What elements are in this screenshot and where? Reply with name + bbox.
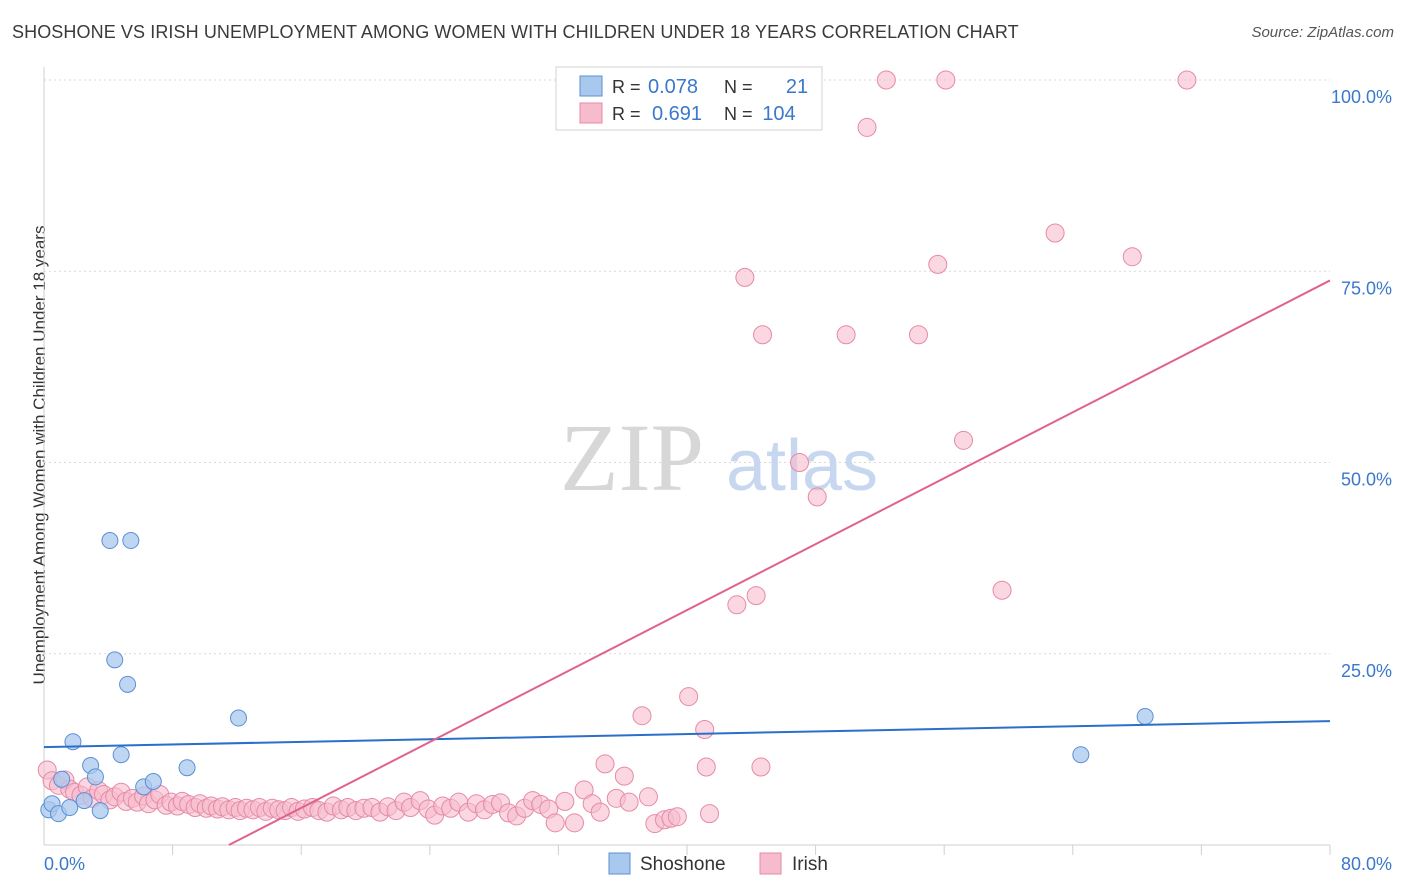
irish-point-102 — [790, 453, 810, 472]
y-tick-label-1: 50.0% — [1341, 470, 1392, 490]
shoshone-point-10 — [101, 532, 119, 550]
legend-irish-swatch — [759, 852, 782, 875]
irish-point-100 — [751, 757, 771, 777]
trend-lines — [43, 279, 1331, 846]
shoshone-point-11 — [106, 651, 124, 669]
irish-point-94 — [696, 757, 716, 777]
y-tick-label-0: 25.0% — [1341, 661, 1392, 681]
grid-lines — [44, 79, 1330, 655]
shoshone-point-6 — [75, 792, 93, 810]
shoshone-point-19 — [1072, 746, 1090, 764]
shoshone-point-13 — [119, 675, 137, 693]
irish-point-91 — [667, 807, 687, 827]
source-label: Source: ZipAtlas.com — [1251, 24, 1394, 41]
irish-point-101 — [753, 325, 773, 345]
series-legend: Shoshone Irish — [608, 852, 828, 875]
y-tick-label-2: 75.0% — [1341, 278, 1392, 298]
shoshone-n-label: N = — [724, 77, 753, 97]
x-tick-label-max: 80.0% — [1341, 854, 1392, 874]
irish-point-108 — [928, 254, 948, 274]
irish-point-85 — [619, 792, 639, 812]
y-tick-label-3: 100.0% — [1331, 87, 1392, 107]
irish-point-111 — [992, 580, 1012, 600]
irish-point-92 — [679, 687, 699, 707]
irish-point-77 — [555, 791, 575, 811]
irish-point-86 — [632, 706, 652, 726]
irish-point-81 — [590, 802, 610, 822]
irish-swatch — [579, 102, 603, 124]
shoshone-point-9 — [91, 802, 109, 820]
irish-point-105 — [857, 117, 877, 137]
shoshone-points — [40, 532, 1154, 823]
irish-point-97 — [735, 267, 755, 287]
axes — [43, 67, 1331, 855]
irish-point-87 — [638, 787, 658, 807]
shoshone-point-12 — [112, 746, 130, 764]
legend-shoshone-label: Shoshone — [640, 854, 726, 875]
irish-r-value: 0.691 — [652, 103, 702, 125]
irish-point-84 — [614, 766, 634, 786]
irish-point-106 — [876, 70, 896, 90]
irish-r-label: R = — [612, 104, 641, 124]
y-tick-labels: 25.0% 50.0% 75.0% 100.0% — [1331, 87, 1392, 681]
shoshone-swatch — [579, 75, 603, 97]
legend-shoshone-swatch — [608, 852, 631, 875]
irish-point-104 — [836, 325, 856, 345]
shoshone-n-value: 21 — [786, 76, 808, 98]
watermark: ZIP atlas — [560, 404, 878, 511]
irish-point-113 — [1122, 247, 1142, 267]
irish-points — [37, 70, 1197, 834]
shoshone-point-4 — [61, 799, 79, 817]
legend-irish-label: Irish — [792, 854, 828, 875]
watermark-zip: ZIP — [560, 404, 704, 511]
stats-legend: R = 0.078 N = 21 R = 0.691 N = 104 — [555, 66, 823, 131]
shoshone-point-8 — [86, 768, 104, 786]
irish-point-112 — [1045, 223, 1065, 243]
irish-trend-line — [228, 279, 1331, 846]
x-tick-labels: 0.0% 80.0% — [44, 854, 1392, 874]
irish-point-93 — [695, 719, 715, 739]
irish-point-99 — [746, 586, 766, 606]
irish-n-value: 104 — [762, 103, 795, 125]
irish-point-103 — [807, 487, 827, 507]
shoshone-point-18 — [230, 709, 248, 727]
irish-point-109 — [936, 70, 956, 90]
chart-title: SHOSHONE VS IRISH UNEMPLOYMENT AMONG WOM… — [12, 22, 1019, 42]
shoshone-r-value: 0.078 — [648, 76, 698, 98]
irish-point-95 — [700, 804, 720, 824]
x-tick-label-min: 0.0% — [44, 854, 85, 874]
shoshone-point-14 — [122, 532, 140, 550]
irish-point-76 — [545, 813, 565, 833]
shoshone-point-3 — [53, 770, 71, 788]
shoshone-r-label: R = — [612, 77, 641, 97]
irish-point-82 — [595, 754, 615, 774]
irish-point-96 — [727, 595, 747, 615]
irish-n-label: N = — [724, 104, 753, 124]
irish-point-107 — [908, 325, 928, 345]
shoshone-trend-line — [43, 720, 1331, 749]
irish-point-110 — [953, 430, 973, 450]
irish-point-114 — [1177, 70, 1197, 90]
shoshone-point-20 — [1136, 707, 1154, 725]
irish-point-78 — [564, 813, 584, 833]
shoshone-point-16 — [144, 773, 162, 791]
shoshone-point-17 — [178, 759, 196, 777]
